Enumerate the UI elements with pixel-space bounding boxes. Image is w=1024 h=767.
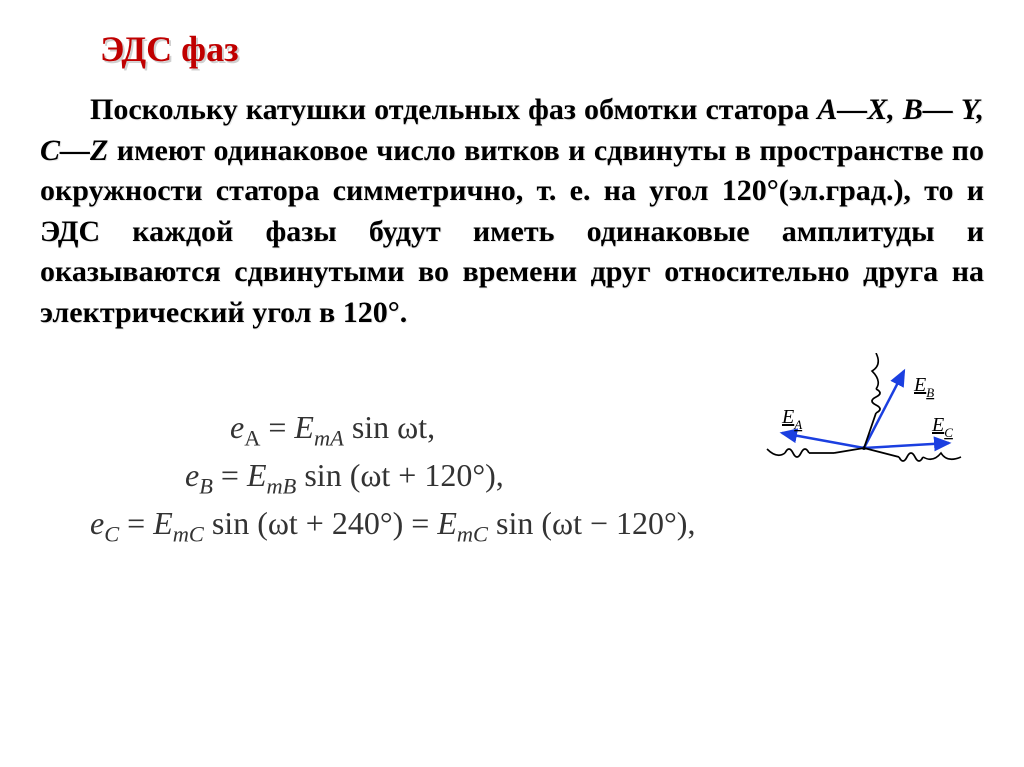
eB-rhs: sin (ωt + 120°), [296,457,503,493]
arrow-EB [864,371,904,448]
tail-B [872,353,878,389]
eC-eq: = [119,505,153,541]
phasor-svg: EB EA EC [764,353,964,523]
coil-C [899,453,923,461]
eC-lhs: e [90,505,104,541]
tail-C [923,453,961,459]
arrow-EC [864,443,949,448]
eC-rhs: sin (ωt − 120°), [488,505,695,541]
label-EB: EB [913,374,934,400]
coil-B [872,389,880,413]
coil-A [785,449,809,457]
eB-Emsub: mB [266,473,296,498]
eC-Em2: E [437,505,457,541]
eC-Emsub2: mC [457,521,488,546]
formula-eB: eB = EmB sin (ωt + 120°), [185,451,695,499]
eA-Emsub: mA [314,425,344,450]
formula-area: eA = EmA sin ωt, eB = EmB sin (ωt + 120°… [40,363,984,623]
label-EA: EA [781,406,802,432]
eC-Em: E [153,505,173,541]
body-paragraph: Поскольку катушки отдельных фаз обмотки … [40,90,984,333]
eB-Em: E [247,457,267,493]
formula-eA: eA = EmA sin ωt, [230,403,695,451]
wire-A [834,448,864,453]
eA-rhs: sin ωt, [344,409,435,445]
eB-sub: B [199,473,213,498]
eA-Em: E [294,409,314,445]
paragraph-prefix: Поскольку катушки отдельных фаз обмотки … [90,93,817,126]
eA-lhs: e [230,409,244,445]
arrow-EA [782,433,864,448]
eA-eq: = [260,409,294,445]
eB-lhs: e [185,457,199,493]
eA-sub: A [244,425,260,450]
tail-A [767,449,785,455]
eC-sub: C [104,521,119,546]
formulas-block: eA = EmA sin ωt, eB = EmB sin (ωt + 120°… [90,403,695,547]
paragraph-rest: имеют одинаковое число витков и сдвинуты… [40,134,984,329]
phasor-diagram: EB EA EC [764,353,964,523]
eC-Emsub: mC [173,521,204,546]
slide-container: ЭДС фаз Поскольку катушки отдельных фаз … [0,0,1024,643]
label-EC: EC [931,414,953,440]
slide-title: ЭДС фаз [100,28,984,70]
eC-mid: sin (ωt + 240°) = [204,505,438,541]
formula-eC: eC = EmC sin (ωt + 240°) = EmC sin (ωt −… [90,499,695,547]
eB-eq: = [213,457,247,493]
wire-C [864,448,899,457]
